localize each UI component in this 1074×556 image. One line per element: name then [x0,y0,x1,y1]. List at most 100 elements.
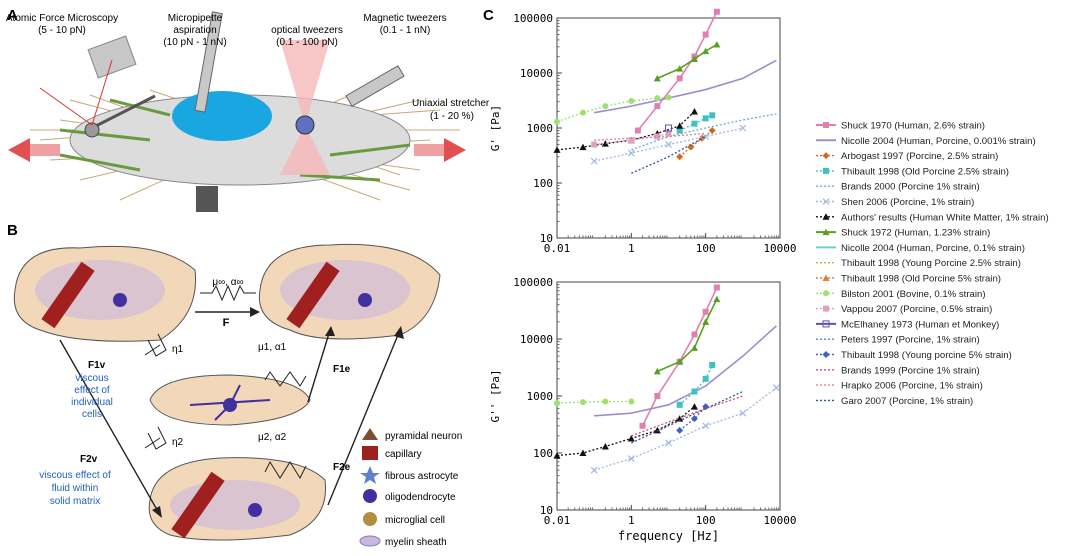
y-axis-label: G'' [Pa] [489,370,502,423]
series-2-point-1 [687,143,695,151]
legend-c-marker-5 [822,198,830,205]
series-5-point-3 [628,398,635,405]
series-9-point-0 [591,141,598,148]
legend-c-marker-11 [823,290,829,297]
x-tick-label: 1 [628,514,635,527]
y-tick-label: 1000 [527,390,554,403]
objective [196,186,218,212]
series-line-7 [656,43,718,80]
series-line-12 [631,135,706,174]
series-8-point-4 [654,95,661,102]
series-6-point-2 [601,140,609,147]
optical-label: optical tweezers [271,25,343,36]
series-4-point-3 [702,318,710,325]
afm-label: Atomic Force Microscopy [6,13,118,24]
series-6-point-6 [690,107,698,115]
series-line-9 [594,132,669,146]
legend-c-label-10: Thibault 1998 (Old Porcine 5% strain) [841,274,1001,285]
y-tick-label: 100000 [513,276,553,289]
series-line-2 [679,364,713,406]
optical-range: (0.1 - 100 pN) [276,37,338,48]
y-tick-label: 100000 [513,12,553,25]
legend-c-label-3: Thibault 1998 (Old Porcine 2.5% strain) [841,166,1009,177]
series-3-point-0 [676,127,683,134]
series-0-point-5 [713,284,720,291]
x-tick-label: 0.01 [544,242,571,255]
series-6-point-0 [590,466,598,474]
series-line-2 [679,130,713,158]
series-line-6 [556,110,695,151]
legend-c-label-1: Nicolle 2004 (Human, Porcine, 0.001% str… [841,136,1036,147]
legend-c-label-13: McElhaney 1973 (Human et Monkey) [841,319,999,330]
series-8-point-5 [665,94,672,101]
series-4-point-2 [690,344,698,351]
series-3-point-0 [553,452,561,459]
right-stretch-arrow-tail [414,144,444,156]
legend-c-label-18: Garo 2007 (Porcine, 1% strain) [841,396,973,407]
x-tick-label: 100 [696,514,716,527]
series-6-point-4 [739,409,747,417]
series-0-point-1 [654,393,661,399]
legend-c-label-2: Arbogast 1997 (Porcine, 2.5% strain) [841,151,998,162]
series-0-point-0 [639,422,646,429]
legend-c-label-7: Shuck 1972 (Human, 1.23% strain) [841,228,990,239]
series-7-point-0 [676,426,684,434]
legend-c-label-9: Thibault 1998 (Young Porcine 2.5% strain… [841,258,1021,269]
legend-c-label-12: Vappou 2007 (Porcine, 0.5% strain) [841,304,992,315]
series-0-point-3 [691,331,698,338]
legend-c-label-14: Peters 1997 (Porcine, 1% strain) [841,335,980,346]
series-3-point-1 [579,449,587,456]
optical-beam-bottom [280,125,330,175]
series-0-point-4 [702,308,709,315]
panel-c-legend: Shuck 1970 (Human, 2.6% strain) Nicolle 2… [816,121,1049,407]
series-6-point-2 [665,439,672,447]
afm-laser-in [39,87,93,126]
series-5-point-2 [602,398,609,405]
series-7-point-3 [702,47,710,55]
series-line-1 [594,59,777,114]
y-tick-label: 10000 [520,333,553,346]
x-tick-label: 100 [696,242,716,255]
series-3-point-6 [690,403,698,410]
legend-c-marker-2 [822,152,830,160]
plot-frame [556,17,781,239]
series-line-8 [631,390,744,444]
series-2-point-0 [676,401,683,408]
series-line-3 [679,114,713,132]
magnetic-label: Magnetic tweezers [363,13,446,24]
afm-range: (5 - 10 pN) [38,25,86,36]
y-tick-label: 1000 [527,122,554,135]
x-tick-label: 1 [628,242,635,255]
plot-frame [556,281,781,511]
series-line-0 [637,11,718,132]
legend-c-label-4: Brands 2000 (Porcine 1% strain) [841,182,980,193]
legend-c-label-6: Authors' results (Human White Matter, 1%… [841,212,1049,223]
legend-c-label-15: Thibault 1998 (Young porcine 5% strain) [841,350,1012,361]
afm-laser-out [91,59,113,126]
y-axis-label: G' [Pa] [489,105,502,151]
series-8-point-2 [602,103,609,110]
optical-beam-top [280,40,330,125]
series-line-11 [594,132,706,141]
series-0-point-2 [676,75,683,82]
legend-c-marker-6 [822,213,830,220]
legend-c-marker-13 [822,320,830,328]
y-tick-label: 10 [540,504,553,517]
series-2-point-0 [676,153,684,161]
chart-gprime: 0.01 1 100 10000 10 100 1000 10000 100000 G' [Pa] [489,8,797,255]
series-6-point-1 [627,455,635,462]
legend-c-marker-0 [823,122,829,128]
series-7-point-0 [653,74,661,82]
series-3-point-3 [627,434,635,442]
x-tick-label: 0.01 [544,514,571,527]
legend-c-marker-12 [823,305,829,312]
series-5-point-4 [739,124,747,132]
series-9-point-3 [665,130,672,137]
series-4-point-4 [713,295,721,303]
series-3-point-2 [601,443,609,450]
series-5-point-0 [590,157,598,165]
legend-c-marker-10 [822,274,830,281]
series-2-point-3 [708,127,716,135]
